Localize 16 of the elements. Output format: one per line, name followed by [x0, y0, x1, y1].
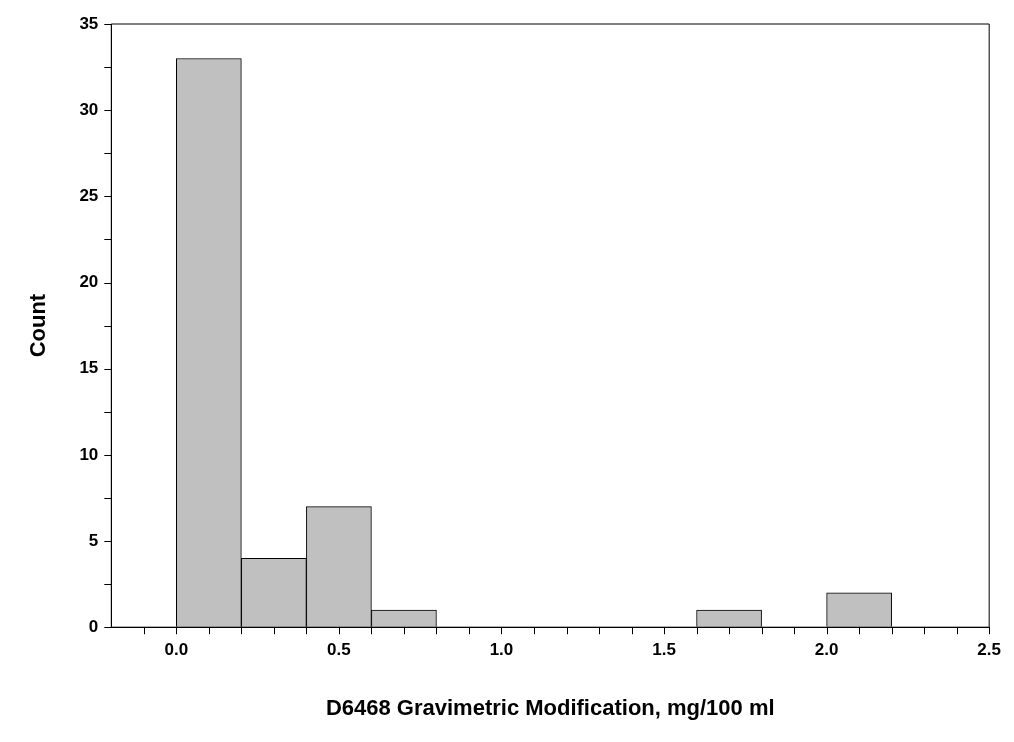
y-tick-label: 30 — [79, 99, 99, 119]
x-tick-label: 2.5 — [977, 640, 1001, 660]
x-tick-label: 0.0 — [164, 640, 189, 660]
y-tick-label: 0 — [88, 616, 99, 636]
y-tick-label: 15 — [79, 358, 99, 378]
y-tick-label: 5 — [88, 530, 99, 550]
x-tick-label: 1.0 — [489, 640, 514, 660]
x-axis-title: D6468 Gravimetric Modification, mg/100 ml — [325, 694, 775, 720]
y-axis-title: Count — [25, 293, 51, 358]
x-tick-label: 0.5 — [327, 640, 351, 660]
y-tick-label: 20 — [79, 272, 99, 292]
y-tick-label: 35 — [79, 13, 99, 33]
y-tick-label: 10 — [79, 444, 99, 464]
x-tick-label: 1.5 — [652, 640, 676, 660]
y-tick-label: 25 — [79, 186, 99, 206]
x-tick-label: 2.0 — [814, 640, 839, 660]
